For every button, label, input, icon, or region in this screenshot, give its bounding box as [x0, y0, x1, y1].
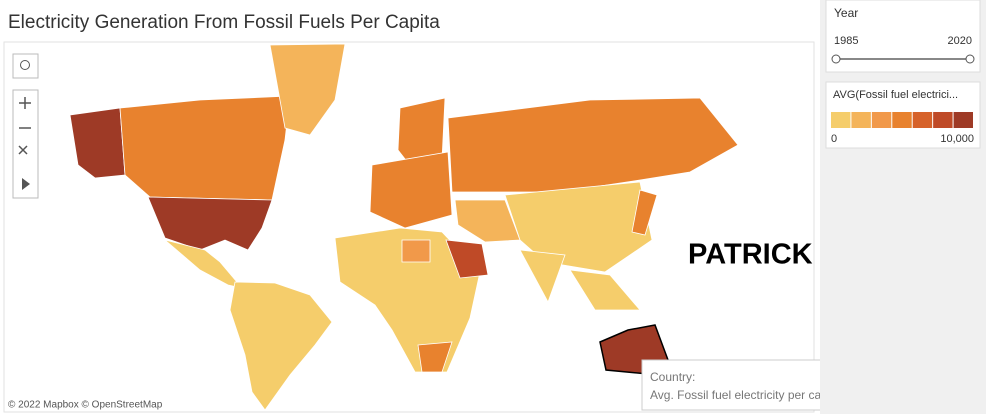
legend-swatch	[912, 112, 933, 128]
libya	[401, 239, 431, 263]
legend: AVG(Fossil fuel electrici... 0 10,000	[825, 81, 981, 149]
legend-swatch	[892, 112, 912, 128]
india	[519, 249, 566, 303]
europe	[369, 151, 453, 229]
tooltip-label: Country:	[650, 370, 695, 384]
expand-toolbar[interactable]	[22, 178, 30, 190]
southeast-asia	[569, 269, 641, 311]
range-max: 2020	[948, 35, 972, 47]
greenland	[269, 43, 346, 136]
africa	[334, 227, 481, 373]
canada	[119, 95, 291, 201]
legend-swatch	[933, 112, 953, 128]
slider-handle[interactable]	[831, 54, 841, 64]
legend-swatch	[831, 112, 851, 128]
legend-title: AVG(Fossil fuel electrici...	[833, 89, 958, 101]
zoom-in[interactable]	[19, 97, 31, 109]
alaska	[69, 107, 126, 179]
year-filter: Year 1985 2020	[825, 0, 981, 73]
range-min: 1985	[834, 35, 858, 47]
middle-east	[454, 199, 521, 243]
attribution: © 2022 Mapbox © OpenStreetMap	[8, 400, 163, 411]
japan	[631, 189, 658, 236]
legend-swatch	[871, 112, 892, 128]
saudi-arabia	[445, 239, 489, 279]
map-controls	[12, 53, 39, 199]
south-africa	[417, 341, 453, 373]
south-america	[229, 281, 333, 411]
title: Electricity Generation From Fossil Fuels…	[8, 12, 440, 33]
legend-min: 0	[831, 133, 837, 145]
legend-swatch	[851, 112, 871, 128]
china	[504, 181, 653, 273]
search-button[interactable]	[12, 53, 39, 79]
reset-map[interactable]	[18, 145, 28, 155]
filter-title: Year	[834, 6, 858, 20]
search-icon	[20, 60, 30, 70]
map	[69, 43, 739, 411]
russia	[447, 97, 739, 193]
slider-handle[interactable]	[965, 54, 975, 64]
legend-swatch	[953, 112, 973, 128]
usa	[147, 196, 273, 251]
legend-max: 10,000	[940, 133, 974, 145]
